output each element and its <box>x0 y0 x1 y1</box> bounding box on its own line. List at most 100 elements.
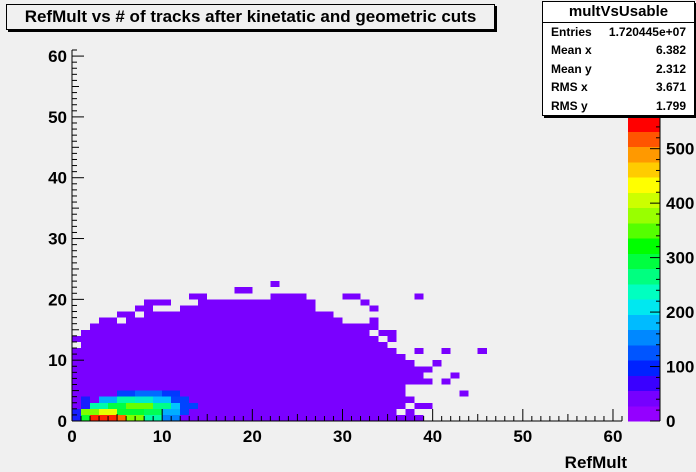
heatmap-background-cell <box>342 408 388 415</box>
stats-label: RMS y <box>551 98 588 113</box>
heatmap-background-cell <box>180 305 253 312</box>
heatmap-background-cell <box>441 378 451 385</box>
colorbar-swatch <box>628 299 660 315</box>
heatmap-cell <box>117 408 145 415</box>
heatmap-background-cell <box>396 390 406 397</box>
heatmap-background-cell <box>405 408 415 415</box>
heatmap-background-cell <box>450 372 460 379</box>
x-tick-label: 10 <box>153 427 172 446</box>
stats-row-rms-y: RMS y 1.799 <box>543 97 694 115</box>
heatmap-background-cell <box>342 329 370 336</box>
y-tick-label: 0 <box>58 412 67 431</box>
x-axis-title: RefMult <box>565 453 628 472</box>
y-tick-label: 30 <box>48 230 67 249</box>
heatmap-background-cell <box>126 317 316 324</box>
heatmap-background-cell <box>387 408 397 415</box>
heatmap-cell <box>90 402 109 409</box>
stats-value: 6.382 <box>655 43 686 58</box>
heatmap-cell <box>171 402 181 409</box>
heatmap-background-cell <box>396 372 424 379</box>
heatmap-background-cell <box>189 293 208 300</box>
heatmap-background-cell <box>369 305 379 312</box>
colorbar-swatch <box>628 192 660 208</box>
heatmap-cell <box>126 402 154 409</box>
heatmap-background-cell <box>369 317 379 324</box>
colorbar-swatch <box>628 283 660 300</box>
heatmap-cell <box>180 402 199 409</box>
heatmap-background-cell <box>288 311 334 318</box>
colorbar-swatch <box>628 314 660 330</box>
heatmap-cell <box>108 402 127 409</box>
stats-row-rms-x: RMS x 3.671 <box>543 78 694 96</box>
heatmap-background-cell <box>414 414 424 421</box>
heatmap-cell <box>117 390 136 397</box>
stats-value: 1.799 <box>655 98 686 113</box>
colorbar-swatch <box>628 161 660 178</box>
heatmap-cell <box>162 408 181 415</box>
heatmap-background-cell <box>423 402 433 409</box>
colorbar-tick-label: 500 <box>666 140 694 159</box>
colorbar-swatch <box>628 238 660 254</box>
heatmap-background-cell <box>477 348 487 355</box>
heatmap-background-cell <box>72 390 397 397</box>
heatmap-cell <box>99 396 118 403</box>
heatmap-background-cell <box>72 348 370 355</box>
x-tick-label: 60 <box>604 427 623 446</box>
colorbar-tick-label: 100 <box>666 358 694 377</box>
heatmap-cell <box>135 390 163 397</box>
y-tick-label: 10 <box>48 351 67 370</box>
heatmap-background-cell <box>252 305 316 312</box>
heatmap-background-cell <box>351 335 379 342</box>
stats-title: multVsUsable <box>543 2 694 23</box>
color-scale: 01002003004005001030 <box>628 21 694 431</box>
x-tick-label: 50 <box>513 427 532 446</box>
x-tick-label: 40 <box>423 427 442 446</box>
heatmap-cell <box>144 408 163 415</box>
heatmap-background-cell <box>72 378 406 385</box>
colorbar-swatch <box>628 222 660 239</box>
heatmap-background-cell <box>81 341 361 349</box>
heatmap-background-cell <box>72 396 397 403</box>
heatmap-background-cell <box>423 366 433 373</box>
stats-label: Mean y <box>551 61 592 76</box>
heatmap-background-cell <box>405 378 433 385</box>
heatmap-background-cell <box>459 390 469 397</box>
stats-label: Mean x <box>551 43 592 58</box>
colorbar-swatch <box>628 268 660 285</box>
heatmap-background-cell <box>396 360 415 367</box>
colorbar-tick-label: 200 <box>666 303 694 322</box>
colorbar-swatch <box>628 405 660 422</box>
heatmap-background-cell <box>360 299 370 306</box>
heatmap-background-cell <box>72 408 343 415</box>
colorbar-swatch <box>628 253 660 269</box>
stats-label: Entries <box>551 25 592 39</box>
chart-title: RefMult vs # of tracks after kinetatic a… <box>6 4 495 30</box>
heatmap-background-cell <box>360 341 388 349</box>
heatmap-background-cell <box>144 299 172 306</box>
stats-value: 1.720445e+07 <box>608 25 686 39</box>
heatmap-background-cell <box>99 329 343 336</box>
stats-value: 3.671 <box>655 80 686 95</box>
heatmap-background-cell <box>378 329 397 336</box>
colorbar-swatch <box>628 131 660 147</box>
stats-value: 2.312 <box>655 61 686 76</box>
heatmap-background-cell <box>117 311 136 318</box>
heatmap-background-cell <box>72 354 379 361</box>
axes: 0 10 20 30 40 50 60 0 10 20 30 40 50 60 RefMult <box>48 47 627 472</box>
heatmap-background-cell <box>144 311 289 318</box>
colorbar-swatch <box>628 116 660 132</box>
heatmap-background-cell <box>81 329 100 336</box>
heatmap-cell <box>81 408 100 415</box>
heatmap-background-cell <box>135 305 154 312</box>
heatmap-background-cell <box>324 323 361 330</box>
stats-row-entries: Entries 1.720445e+07 <box>543 23 694 41</box>
colorbar-tick-label: 0 <box>666 412 675 431</box>
heatmap-background-cell <box>90 323 109 330</box>
heatmap-cell <box>117 396 136 403</box>
y-tick-label: 40 <box>48 169 67 188</box>
heatmap-cell <box>180 408 190 415</box>
heatmap-background-cell <box>315 317 343 324</box>
heatmap-cell <box>90 414 118 421</box>
heatmap-background-cell <box>90 335 352 342</box>
heatmap-background-cell <box>342 293 361 300</box>
